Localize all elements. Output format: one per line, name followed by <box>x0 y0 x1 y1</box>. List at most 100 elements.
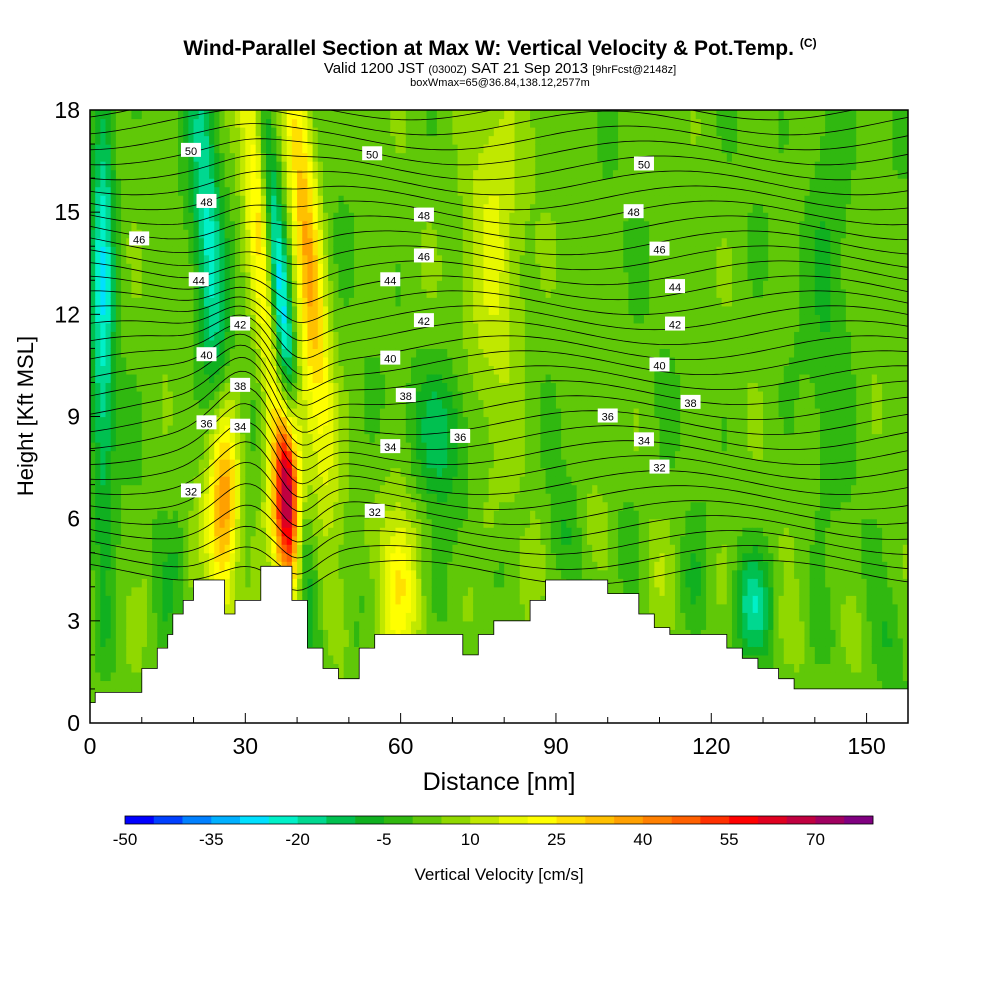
w-cell <box>224 578 231 588</box>
w-cell <box>110 671 117 682</box>
w-cell <box>359 229 365 239</box>
w-cell <box>90 135 96 145</box>
w-cell <box>131 476 138 486</box>
w-cell <box>214 544 221 554</box>
w-cell <box>416 476 422 486</box>
w-cell <box>333 186 340 196</box>
w-cell <box>271 322 277 332</box>
w-cell <box>245 169 252 179</box>
w-cell <box>193 527 200 537</box>
w-cell <box>322 544 329 554</box>
w-cell <box>317 595 324 605</box>
w-cell <box>312 390 319 401</box>
w-cell <box>307 407 314 418</box>
w-cell <box>115 178 122 188</box>
w-cell <box>214 510 221 520</box>
w-cell <box>276 297 283 307</box>
w-cell <box>214 305 221 315</box>
w-cell <box>255 118 262 128</box>
w-cell <box>405 305 412 315</box>
w-cell <box>436 271 443 281</box>
w-cell <box>105 637 112 647</box>
w-cell <box>95 110 101 120</box>
w-cell <box>354 671 360 682</box>
w-cell <box>364 620 371 630</box>
w-cell <box>307 569 314 579</box>
w-cell <box>374 365 381 375</box>
w-cell <box>359 356 365 367</box>
w-cell <box>447 603 454 613</box>
w-cell <box>167 569 174 579</box>
w-cell <box>95 263 101 273</box>
w-cell <box>234 161 241 171</box>
w-cell <box>281 442 288 452</box>
w-cell <box>214 127 221 137</box>
w-cell <box>229 195 236 205</box>
w-cell <box>379 399 386 409</box>
w-cell <box>203 314 210 324</box>
w-cell <box>240 510 246 520</box>
w-cell <box>291 246 298 256</box>
w-cell <box>152 425 158 435</box>
w-cell <box>302 271 309 281</box>
w-cell <box>95 629 101 639</box>
w-cell <box>400 322 407 332</box>
w-cell <box>95 356 101 367</box>
w-cell <box>317 314 324 324</box>
w-cell <box>100 544 107 554</box>
w-cell <box>322 629 329 639</box>
w-cell <box>266 186 272 196</box>
w-cell <box>90 322 96 332</box>
w-cell <box>343 152 350 162</box>
w-cell <box>312 493 319 503</box>
w-cell <box>229 144 236 154</box>
w-cell <box>136 382 143 392</box>
w-cell <box>95 127 101 137</box>
w-cell <box>167 416 174 426</box>
w-cell <box>131 493 138 503</box>
w-cell <box>95 501 101 511</box>
w-cell <box>364 603 371 613</box>
w-cell <box>286 263 293 273</box>
w-cell <box>224 229 231 239</box>
w-cell <box>385 552 391 562</box>
w-cell <box>172 271 179 281</box>
w-cell <box>229 527 236 537</box>
w-cell <box>240 186 246 196</box>
w-cell <box>121 416 127 426</box>
w-cell <box>307 416 314 426</box>
w-cell <box>317 229 324 239</box>
w-cell <box>405 620 412 630</box>
w-cell <box>343 348 350 358</box>
w-cell <box>364 280 371 290</box>
w-cell <box>136 425 143 435</box>
w-cell <box>328 135 334 145</box>
w-cell <box>157 237 164 247</box>
w-cell <box>338 416 345 426</box>
w-cell <box>219 407 226 418</box>
w-cell <box>286 322 293 332</box>
w-cell <box>152 178 158 188</box>
w-cell <box>178 356 184 367</box>
w-cell <box>141 246 148 256</box>
w-cell <box>209 246 215 256</box>
w-cell <box>105 382 112 392</box>
w-cell <box>338 578 345 588</box>
w-cell <box>317 169 324 179</box>
w-cell <box>162 620 169 630</box>
w-cell <box>410 135 417 145</box>
w-cell <box>266 263 272 273</box>
w-cell <box>266 544 272 554</box>
w-cell <box>126 586 133 596</box>
w-cell <box>193 552 200 562</box>
w-cell <box>281 484 288 494</box>
w-cell <box>312 629 319 639</box>
w-cell <box>312 178 319 188</box>
w-cell <box>312 331 319 341</box>
w-cell <box>442 331 448 341</box>
w-cell <box>416 425 422 435</box>
w-cell <box>359 348 365 358</box>
w-cell <box>121 237 127 247</box>
w-cell <box>266 518 272 528</box>
w-cell <box>291 365 298 375</box>
